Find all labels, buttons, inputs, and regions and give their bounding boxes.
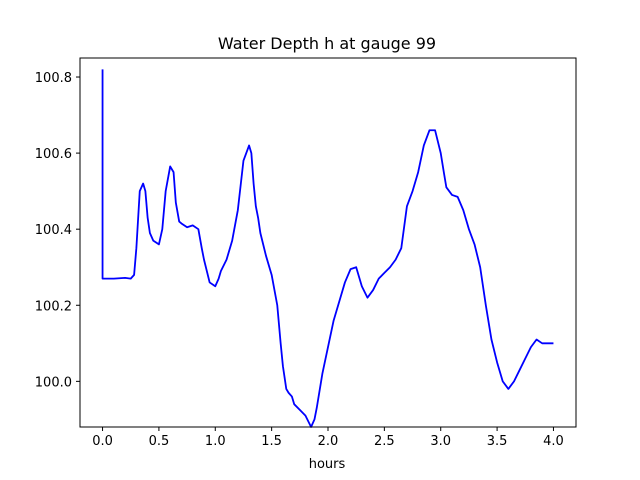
x-tick-label: 0.5 <box>149 434 170 449</box>
x-tick-label: 0.0 <box>92 434 113 449</box>
y-tick-label: 100.2 <box>35 299 72 314</box>
x-tick-label: 2.5 <box>374 434 395 449</box>
x-tick-label: 4.0 <box>543 434 564 449</box>
y-tick-label: 100.0 <box>35 375 72 390</box>
x-tick-label: 2.0 <box>318 434 339 449</box>
x-tick-label: 1.5 <box>261 434 282 449</box>
plot-frame <box>79 57 577 428</box>
y-tick-label: 100.6 <box>35 147 72 162</box>
y-axis: 100.0 100.2 100.4 100.6 100.8 <box>35 71 80 390</box>
y-tick-label: 100.4 <box>35 223 72 238</box>
x-tick-label: 1.0 <box>205 434 226 449</box>
x-tick-label: 3.5 <box>487 434 508 449</box>
chart-title: Water Depth h at gauge 99 <box>218 34 436 53</box>
x-axis: 0.0 0.5 1.0 1.5 2.0 2.5 3.0 3.5 4.0 <box>92 427 564 449</box>
x-axis-label: hours <box>309 457 346 472</box>
series-line-0 <box>101 69 554 428</box>
water-depth-series <box>101 69 554 428</box>
y-tick-label: 100.8 <box>35 71 72 86</box>
x-tick-label: 3.0 <box>430 434 451 449</box>
